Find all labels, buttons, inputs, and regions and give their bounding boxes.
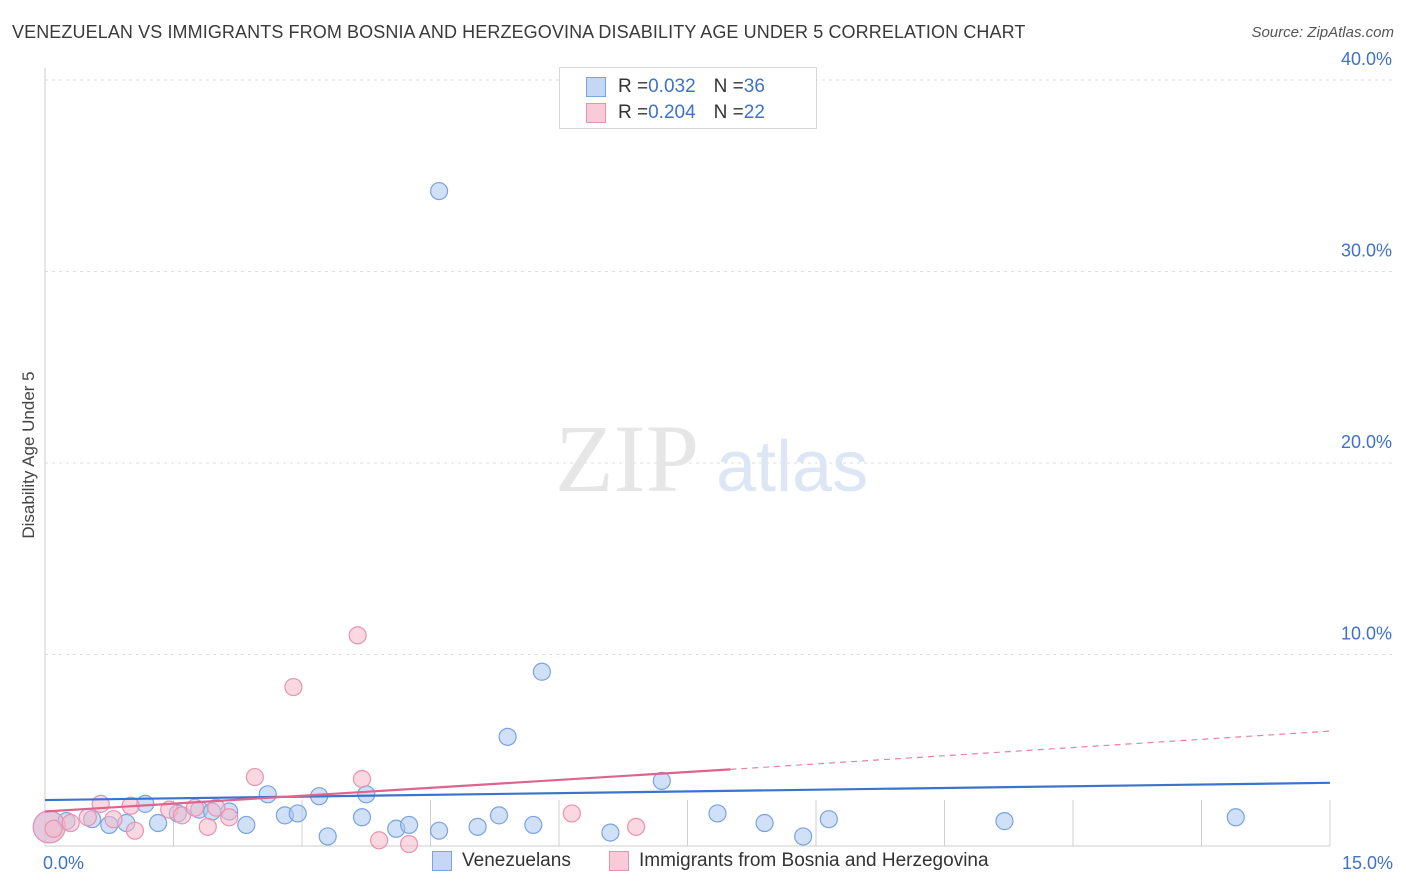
- watermark: ZIP atlas: [555, 405, 868, 512]
- legend-stats: R = 0.032 N = 36 R = 0.204 N = 22: [559, 67, 817, 129]
- bosnia-point: [61, 813, 80, 833]
- bosnia-trend-line: [44, 768, 731, 813]
- y-tick-label: 30.0%: [1341, 241, 1392, 261]
- labels-layer: 10.0% 20.0% 30.0% 40.0% 0.0% 15.0%: [43, 49, 1393, 873]
- y-axis-label: Disability Age Under 5: [19, 371, 38, 538]
- x-tick-label: 0.0%: [43, 853, 84, 873]
- legend-row-bosnia: R = 0.204 N = 22: [586, 102, 765, 124]
- bosnia-point: [91, 794, 110, 813]
- watermark-zip: ZIP: [555, 405, 699, 512]
- venezuelan-point: [708, 804, 727, 823]
- bosnia-point: [104, 810, 123, 829]
- legend-r-value: 0.032: [648, 76, 696, 97]
- legend-label-bosnia: Immigrants from Bosnia and Herzegovina: [639, 850, 989, 871]
- venezuelan-point: [1226, 808, 1245, 827]
- bosnia-point: [626, 817, 646, 836]
- venezuelan-trend-line: [44, 781, 1331, 802]
- bosnia-point: [125, 821, 145, 840]
- venezuelan-point: [258, 785, 277, 804]
- venezuelan-point: [148, 813, 168, 833]
- venezuelan-point: [652, 771, 671, 790]
- venezuelan-point: [357, 785, 376, 804]
- points-layer: [32, 181, 1245, 854]
- grid-layer: [45, 79, 1392, 655]
- venezuelan-point: [995, 812, 1014, 831]
- source-label: Source: ZipAtlas.com: [1251, 24, 1394, 41]
- venezuelan-point: [524, 815, 543, 835]
- legend-series: Venezuelans Immigrants from Bosnia and H…: [0, 850, 1406, 880]
- venezuelan-point: [288, 804, 307, 823]
- y-tick-label: 40.0%: [1341, 49, 1392, 69]
- bosnia-point: [198, 817, 217, 836]
- legend-r-label: R =: [618, 102, 649, 123]
- legend-item-venezuelans: Venezuelans: [432, 850, 571, 872]
- bosnia-point: [78, 808, 97, 827]
- legend-swatch-pink: [609, 851, 629, 871]
- venezuelan-point: [601, 823, 620, 842]
- venezuelan-point: [489, 806, 509, 825]
- bosnia-point: [220, 808, 239, 827]
- trend-layer: [44, 730, 1331, 813]
- bosnia-point: [284, 677, 303, 697]
- legend-n-value: 36: [743, 76, 765, 97]
- legend-n-value: 22: [743, 102, 765, 123]
- x-tick-label: 15.0%: [1342, 853, 1393, 873]
- venezuelan-point: [318, 827, 337, 846]
- bosnia-point: [399, 834, 419, 854]
- venezuelan-point: [819, 810, 838, 829]
- legend-swatch-blue: [586, 77, 606, 97]
- bosnia-point: [562, 804, 581, 823]
- legend-n-label: N =: [713, 76, 744, 97]
- watermark-atlas: atlas: [716, 427, 868, 507]
- legend-r-label: R =: [618, 76, 649, 97]
- chart-title: VENEZUELAN VS IMMIGRANTS FROM BOSNIA AND…: [12, 22, 1026, 42]
- venezuelan-point: [794, 827, 813, 846]
- legend-swatch-pink: [586, 103, 606, 123]
- venezuelan-point: [352, 808, 372, 827]
- legend-n-label: N =: [713, 102, 744, 123]
- bosnia-point: [44, 819, 63, 838]
- legend-label-venezuelans: Venezuelans: [462, 850, 571, 871]
- bosnia-point: [352, 769, 372, 789]
- bosnia-point: [207, 798, 226, 817]
- venezuelan-point: [498, 727, 517, 746]
- venezuelan-point: [429, 181, 449, 201]
- bosnia-point: [245, 767, 264, 787]
- venezuelan-point: [429, 821, 449, 840]
- y-tick-label: 10.0%: [1341, 624, 1392, 644]
- bosnia-point: [370, 831, 389, 850]
- venezuelan-point: [399, 815, 419, 835]
- legend-row-venezuelans: R = 0.032 N = 36: [586, 76, 765, 98]
- legend-swatch-blue: [432, 851, 452, 871]
- bosnia-point: [348, 626, 367, 645]
- venezuelan-point: [532, 662, 551, 681]
- bosnia-trend-extension: [730, 730, 1331, 770]
- legend-item-bosnia: Immigrants from Bosnia and Herzegovina: [609, 850, 989, 872]
- venezuelan-point: [468, 817, 487, 836]
- y-tick-label: 20.0%: [1341, 432, 1392, 452]
- venezuelan-point: [755, 813, 774, 833]
- legend-r-value: 0.204: [648, 102, 696, 123]
- venezuelan-point: [237, 815, 256, 835]
